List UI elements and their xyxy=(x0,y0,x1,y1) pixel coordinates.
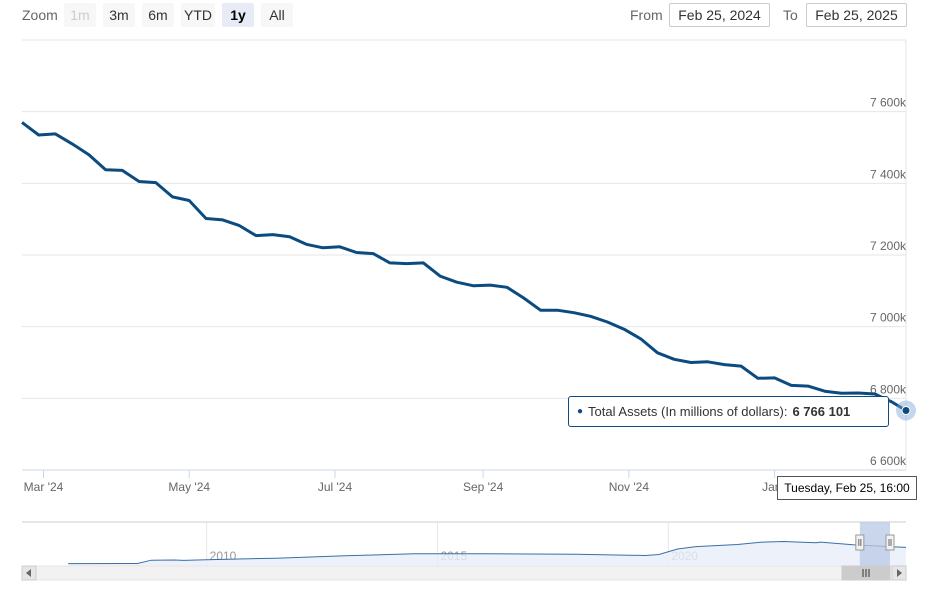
to-date-input[interactable]: Feb 25, 2025 xyxy=(806,3,907,27)
y-tick-label: 6 800k xyxy=(870,382,907,396)
navigator-selection xyxy=(859,522,890,566)
navigator[interactable]: 201020152020 xyxy=(22,521,907,566)
y-tick-label: 7 400k xyxy=(870,167,907,181)
x-axis: Mar '24 May '24 Jul '24 Sep '24 Nov '24 Jan ' xyxy=(24,470,787,494)
tooltip: ● Total Assets (In millions of dollars):… xyxy=(568,396,889,427)
y-axis-ticks: 6 600k 6 800k 7 000k 7 200k 7 400k 7 600k xyxy=(870,96,907,468)
zoom-ytd-button[interactable]: YTD xyxy=(181,3,215,27)
series-line-group xyxy=(21,121,907,412)
zoom-1m-button[interactable]: 1m xyxy=(64,3,96,27)
navigator-handle xyxy=(855,534,865,551)
y-tick-label: 7 200k xyxy=(870,239,907,253)
zoom-label: Zoom xyxy=(22,7,58,23)
y-tick-label: 7 000k xyxy=(870,311,907,325)
tooltip-value: 6 766 101 xyxy=(792,404,851,419)
zoom-6m-button[interactable]: 6m xyxy=(142,3,174,27)
to-label: To xyxy=(783,7,798,23)
hover-marker-group xyxy=(896,400,916,421)
x-tick-label: Jul '24 xyxy=(318,480,353,494)
tooltip-bullet-icon: ● xyxy=(577,406,584,417)
x-tick-label: Nov '24 xyxy=(609,480,650,494)
scroll-left-arrow-icon xyxy=(26,569,31,577)
zoom-all-button[interactable]: All xyxy=(261,3,293,27)
hover-point xyxy=(901,405,911,415)
tooltip-series-label: Total Assets (In millions of dollars): xyxy=(588,404,788,419)
scrollbar-track xyxy=(21,565,907,581)
from-label: From xyxy=(630,7,663,23)
x-tick-label: Sep '24 xyxy=(463,480,504,494)
x-tick-label: Mar '24 xyxy=(24,480,64,494)
series-line xyxy=(21,121,907,412)
scroll-right-arrow-icon xyxy=(897,569,902,577)
y-tick-label: 6 600k xyxy=(870,454,907,468)
navigator-handle xyxy=(885,534,895,551)
y-tick-label: 7 600k xyxy=(870,96,907,110)
scrollbar[interactable] xyxy=(21,565,907,581)
crosshair-date-label: Tuesday, Feb 25, 16:00 xyxy=(777,476,917,500)
zoom-1y-button[interactable]: 1y xyxy=(222,3,254,27)
navigator-line xyxy=(68,540,907,565)
from-date-input[interactable]: Feb 25, 2024 xyxy=(669,3,770,27)
zoom-3m-button[interactable]: 3m xyxy=(103,3,135,27)
x-tick-label: May '24 xyxy=(168,480,210,494)
